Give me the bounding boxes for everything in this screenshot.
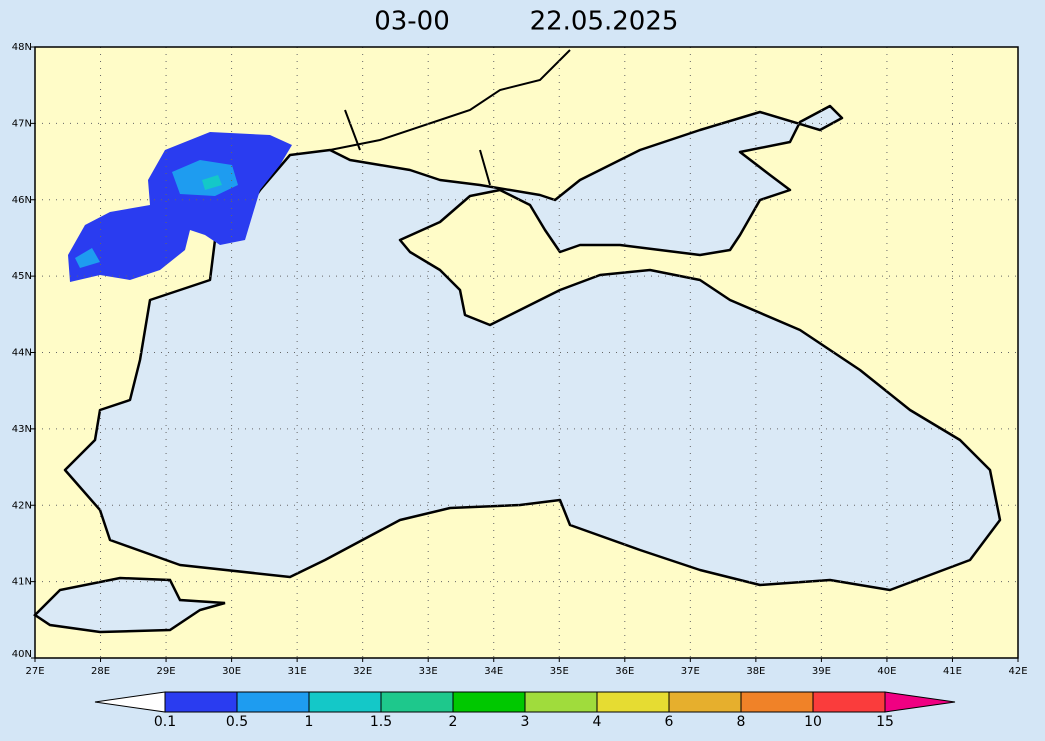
colorbar-bin [524,691,598,713]
lon-label: 39E [812,666,831,677]
colorbar-over [884,691,956,713]
colorbar-bin [596,691,670,713]
lon-label: 32E [353,666,372,677]
lat-label: 41N [12,577,32,588]
colorbar-label: 0.1 [154,714,176,730]
colorbar-label: 1.5 [370,714,392,730]
lon-label: 30E [222,666,241,677]
lon-label: 41E [943,666,962,677]
colorbar-bin [308,691,382,713]
colorbar-label: 2 [449,714,458,730]
colorbar-bin [380,691,454,713]
black-sea [63,104,1002,592]
colorbar-label: 0.5 [226,714,248,730]
colorbar-bin [668,691,742,713]
lon-label: 40E [877,666,896,677]
precip-area [202,175,222,190]
lon-label: 34E [484,666,503,677]
sea-of-marmara [33,576,226,634]
lon-label: 31E [288,666,307,677]
lat-label: 43N [12,424,32,435]
lat-label: 40N [12,649,32,660]
river [329,49,571,186]
precip-area [75,160,238,268]
lat-label: 46N [12,195,32,206]
lon-label: 42E [1008,666,1027,677]
colorbar-label: 8 [737,714,746,730]
colorbar-bin [452,691,526,713]
colorbar-bin [812,691,886,713]
lon-label: 27E [25,666,44,677]
lon-label: 28E [91,666,110,677]
lat-label: 45N [12,271,32,282]
colorbar-label: 10 [804,714,822,730]
colorbar-label: 6 [665,714,674,730]
precip-area [68,132,292,282]
title-date: 22.05.2025 [530,7,679,37]
colorbar: 0.1 0.5 1 1.5 2 3 4 6 8 10 15 [94,691,956,730]
colorbar-bin [164,691,238,713]
lat-label: 48N [12,42,32,53]
lat-label: 42N [12,500,32,511]
colorbar-label: 15 [876,714,894,730]
colorbar-label: 3 [521,714,530,730]
title-time: 03-00 [374,7,450,37]
colorbar-bin [740,691,814,713]
colorbar-bin [236,691,310,713]
lat-label: 44N [12,348,32,359]
lon-label: 36E [615,666,634,677]
colorbar-label: 4 [593,714,602,730]
lat-label: 47N [12,118,32,129]
lon-label: 35E [550,666,569,677]
colorbar-label: 1 [305,714,314,730]
lon-label: 38E [746,666,765,677]
lon-label: 37E [681,666,700,677]
lon-label: 33E [419,666,438,677]
lon-label: 29E [157,666,176,677]
